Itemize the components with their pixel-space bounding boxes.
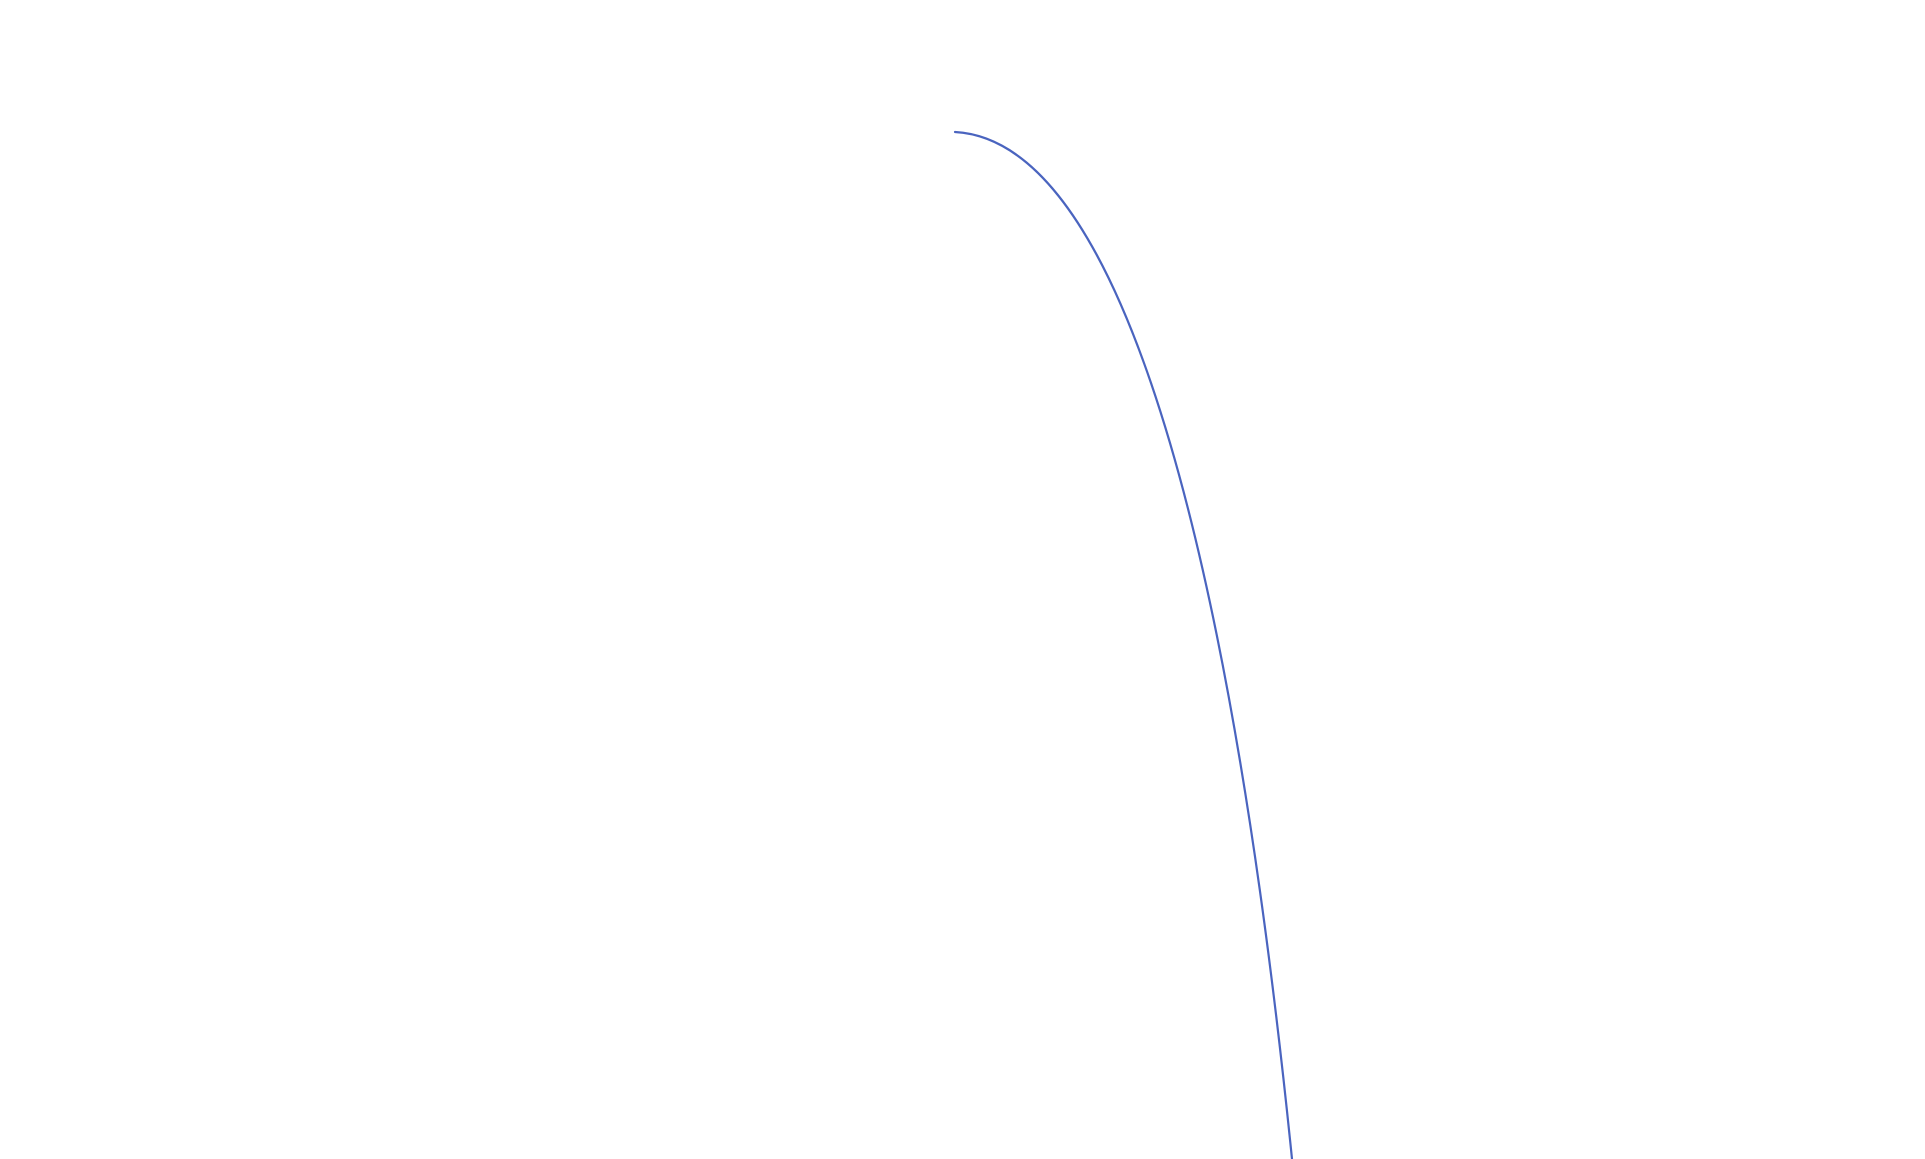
blue-curve xyxy=(953,130,1294,1159)
